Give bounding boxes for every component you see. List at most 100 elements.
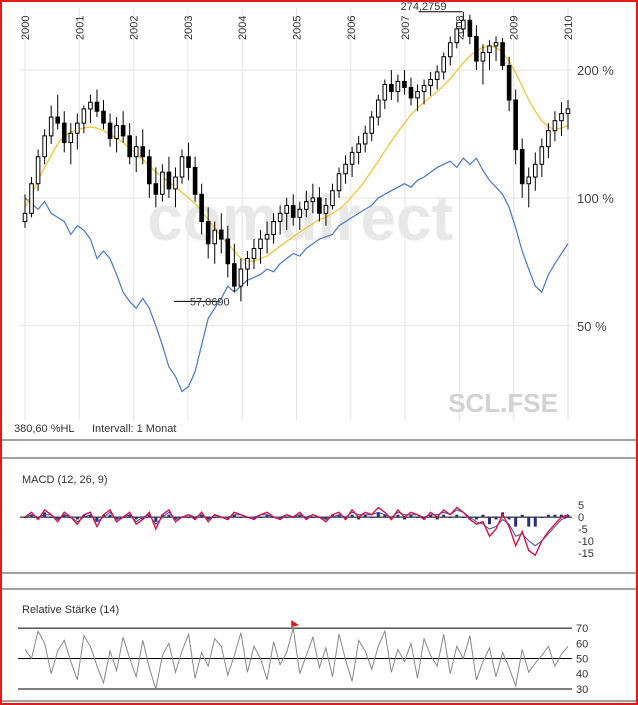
candle-body xyxy=(29,183,34,214)
rsi-tick-label: 70 xyxy=(576,623,588,635)
year-tick-label: 2001 xyxy=(74,16,86,40)
candle-body xyxy=(349,151,355,165)
macd-histogram-bar xyxy=(540,517,544,519)
candle-body xyxy=(147,156,152,185)
macd-tick-label: -15 xyxy=(578,548,594,560)
macd-histogram-bar xyxy=(481,514,485,518)
candle-body xyxy=(434,71,440,81)
candle-body xyxy=(238,268,244,287)
macd-histogram-bar xyxy=(376,512,380,518)
candle-body xyxy=(75,122,80,134)
macd-tick-label: 0 xyxy=(578,512,584,524)
candle-body xyxy=(199,193,204,222)
macd-histogram-bar xyxy=(350,514,354,518)
year-tick-label: 2003 xyxy=(183,16,195,40)
macd-tick-label: -5 xyxy=(578,524,588,536)
macd-title: MACD (12, 26, 9) xyxy=(22,474,108,486)
macd-histogram-bar xyxy=(232,514,236,518)
candle-body xyxy=(258,238,263,250)
candle-body xyxy=(290,204,296,218)
candle-body xyxy=(513,99,518,151)
candle-body xyxy=(408,86,414,99)
high-value-label: 274,2759 xyxy=(401,1,447,13)
candle-body xyxy=(173,176,178,190)
macd-signal-line xyxy=(24,509,569,547)
macd-histogram-bar xyxy=(559,514,563,518)
candle-body xyxy=(179,156,185,178)
candle-body xyxy=(336,173,342,192)
candle-body xyxy=(251,248,257,260)
candle-body xyxy=(81,108,87,124)
candle-body xyxy=(565,108,571,115)
candle-body xyxy=(310,197,316,203)
macd-histogram-bar xyxy=(402,517,406,520)
candle-body xyxy=(48,116,54,137)
year-tick-label: 2007 xyxy=(400,16,412,40)
candle-body xyxy=(552,120,558,132)
candle-body xyxy=(68,132,74,144)
y-tick-label: 200 % xyxy=(577,63,614,78)
rsi-title: Relative Stärke (14) xyxy=(22,604,119,616)
candle-body xyxy=(304,201,309,210)
macd-histogram-bar xyxy=(134,517,138,520)
macd-histogram-bar xyxy=(514,517,518,527)
candle-body xyxy=(362,132,368,145)
macd-histogram-bar xyxy=(468,517,472,520)
macd-histogram-bar xyxy=(474,517,478,520)
macd-histogram-bar xyxy=(62,514,66,518)
candle-body xyxy=(205,220,211,245)
year-tick-label: 2005 xyxy=(292,16,304,40)
macd-histogram-bar xyxy=(36,517,40,520)
macd-histogram-bar xyxy=(187,517,191,519)
macd-histogram-bar xyxy=(344,517,348,520)
candle-body xyxy=(506,65,512,101)
candle-body xyxy=(375,99,381,118)
rsi-tick-label: 50 xyxy=(576,654,588,666)
macd-histogram-bar xyxy=(370,517,374,519)
macd-histogram-bar xyxy=(487,517,491,525)
candle-body xyxy=(382,83,388,101)
candle-body xyxy=(245,258,250,270)
candle-body xyxy=(487,45,492,53)
macd-histogram-bar xyxy=(520,514,524,518)
macd-histogram-bar xyxy=(494,517,498,520)
candle-body xyxy=(474,35,479,62)
macd-histogram-bar xyxy=(422,517,426,520)
candle-body xyxy=(218,229,224,240)
candle-body xyxy=(153,183,159,195)
candle-body xyxy=(127,135,132,158)
macd-histogram-bar xyxy=(546,514,550,518)
candle-body xyxy=(467,19,473,37)
macd-histogram-bar xyxy=(226,517,230,520)
macd-histogram-bar xyxy=(429,514,433,518)
candle-body xyxy=(343,163,348,175)
macd-histogram-bar xyxy=(330,514,334,518)
macd-histogram-bar xyxy=(252,517,256,520)
macd-line xyxy=(24,506,569,557)
year-tick-label: 2002 xyxy=(129,16,141,40)
candle-body xyxy=(284,204,289,214)
macd-histogram-bar xyxy=(259,517,263,519)
macd-histogram-bar xyxy=(461,517,465,519)
macd-histogram-bar xyxy=(200,514,204,518)
candle-body xyxy=(277,212,283,222)
rsi-tick-label: 30 xyxy=(576,684,588,696)
macd-histogram-bar xyxy=(75,517,79,520)
macd-histogram-bar xyxy=(206,517,210,520)
candle-body xyxy=(317,197,322,214)
macd-histogram-bar xyxy=(507,517,511,520)
candle-body xyxy=(22,212,28,222)
rsi-tick-label: 60 xyxy=(576,638,588,650)
macd-histogram-bar xyxy=(448,517,452,519)
low-value-label: 57,0690 xyxy=(190,296,230,308)
macd-histogram-bar xyxy=(311,517,315,519)
candle-body xyxy=(421,84,427,93)
macd-histogram-bar xyxy=(193,517,197,520)
year-tick-label: 2006 xyxy=(346,16,358,40)
macd-histogram-bar xyxy=(115,517,119,520)
candle-body xyxy=(101,110,106,124)
macd-histogram-bar xyxy=(304,517,308,520)
candle-body xyxy=(447,42,453,58)
